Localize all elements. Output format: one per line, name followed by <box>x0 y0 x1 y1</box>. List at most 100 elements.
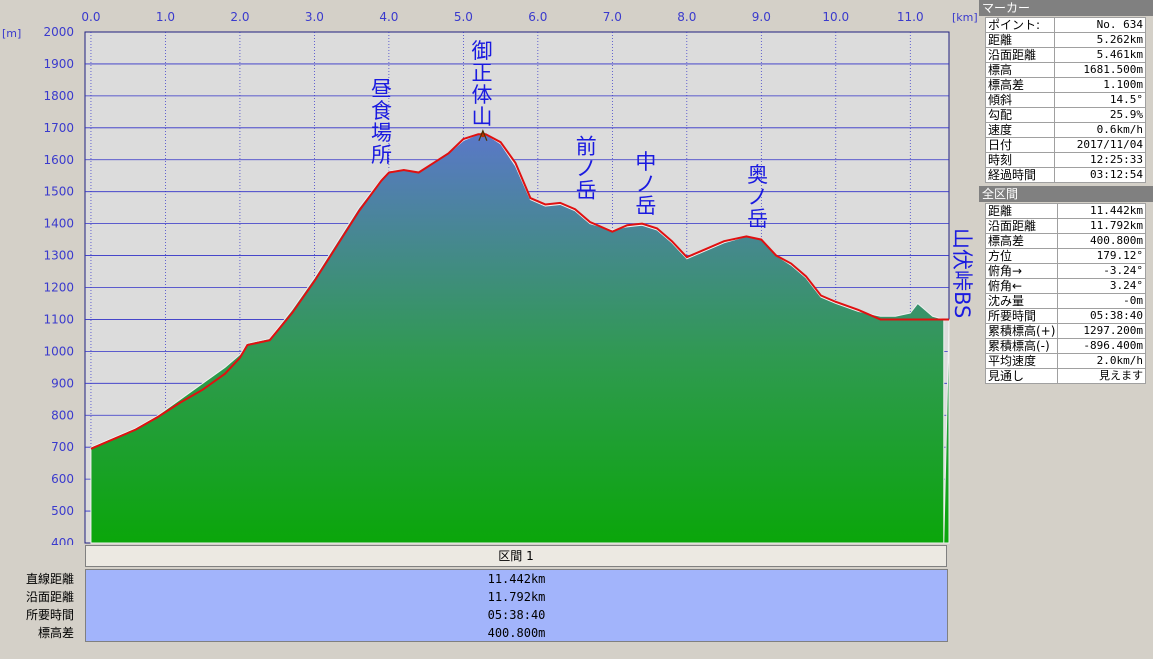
x-tick-label: 7.0 <box>603 10 622 24</box>
info-key: 沈み量 <box>984 293 1059 309</box>
x-tick-label: 6.0 <box>528 10 547 24</box>
info-key: 俯角← <box>984 278 1059 294</box>
y-tick-label: 1400 <box>43 217 74 231</box>
section-value: 11.792km <box>487 590 546 604</box>
section-value: 11.442km <box>487 572 546 586</box>
x-tick-label: 0.0 <box>81 10 100 24</box>
info-row: 沿面距離 11.792km <box>984 218 1146 234</box>
y-tick-label: 1500 <box>43 185 74 199</box>
info-value: -896.400m <box>1057 338 1146 354</box>
info-key: 方位 <box>984 248 1059 264</box>
info-row: 日付 2017/11/04 <box>985 137 1146 153</box>
track-line <box>90 133 949 450</box>
info-row: 沿面距離 5.461km <box>985 47 1146 63</box>
info-row: 時刻 12:25:33 <box>985 152 1146 168</box>
info-key: 距離 <box>985 32 1055 48</box>
info-row: 累積標高(+) 1297.200m <box>984 323 1146 339</box>
peak-label: 御正体山 <box>471 39 492 129</box>
info-value: 11.792km <box>1057 218 1146 234</box>
info-key: 傾斜 <box>985 92 1055 108</box>
section-label: 標高差 <box>37 626 74 640</box>
info-row: 俯角→ -3.24° <box>984 263 1146 279</box>
y-tick-label: 2000 <box>43 25 74 39</box>
info-row: 勾配 25.9% <box>985 107 1146 123</box>
x-tick-label: 9.0 <box>752 10 771 24</box>
info-value: 05:38:40 <box>1057 308 1146 324</box>
y-tick-label: 600 <box>51 472 74 486</box>
section-values: 11.442km 11.792km 05:38:40 400.800m <box>85 569 948 642</box>
peak-label: 中ノ岳 <box>635 150 656 218</box>
info-value: 11.442km <box>1057 203 1146 219</box>
x-unit-label: [km] <box>952 11 978 24</box>
marker-table: ポイント: No. 634 距離 5.262km 沿面距離 5.461km 標高 1681.5… <box>985 17 1146 183</box>
info-row: 累積標高(-) -896.400m <box>984 338 1146 354</box>
info-value: 179.12° <box>1057 248 1146 264</box>
y-tick-label: 700 <box>51 440 74 454</box>
elevation-area <box>90 133 950 544</box>
info-key: 距離 <box>984 203 1059 219</box>
info-value: 5.461km <box>1054 47 1146 63</box>
y-tick-label: 800 <box>51 408 74 422</box>
peak-label: 奥ノ岳 <box>747 163 768 231</box>
section-value: 05:38:40 <box>487 608 546 622</box>
info-row: ポイント: No. 634 <box>985 17 1146 33</box>
info-row: 標高 1681.500m <box>985 62 1146 78</box>
info-row: 平均速度 2.0km/h <box>984 353 1146 369</box>
x-tick-label: 11.0 <box>897 10 924 24</box>
info-value: 03:12:54 <box>1054 167 1146 183</box>
info-row: 距離 5.262km <box>985 32 1146 48</box>
info-key: 日付 <box>985 137 1055 153</box>
info-key: 累積標高(+) <box>984 323 1059 339</box>
info-row: 傾斜 14.5° <box>985 92 1146 108</box>
section-label: 沿面距離 <box>25 590 74 604</box>
info-value: 2017/11/04 <box>1054 137 1146 153</box>
info-row: 沈み量 -0m <box>984 293 1146 309</box>
y-tick-label: 500 <box>51 504 74 518</box>
info-value: 2.0km/h <box>1057 353 1146 369</box>
info-row: 方位 179.12° <box>984 248 1146 264</box>
info-value: No. 634 <box>1054 17 1146 33</box>
info-value: 14.5° <box>1054 92 1146 108</box>
info-row: 経過時間 03:12:54 <box>985 167 1146 183</box>
y-tick-label: 400 <box>51 536 74 545</box>
info-value: -0m <box>1057 293 1146 309</box>
y-unit-label: [m] <box>2 27 21 40</box>
info-panel: マーカー ポイント: No. 634 距離 5.262km 沿面距離 5.461km 標高 1… <box>979 0 1153 659</box>
end-point-label: 山伏峠BS <box>950 228 974 318</box>
info-row: 距離 11.442km <box>984 203 1146 219</box>
info-key: ポイント: <box>985 17 1055 33</box>
y-tick-label: 1800 <box>43 89 74 103</box>
x-tick-label: 3.0 <box>305 10 324 24</box>
y-tick-label: 1900 <box>43 57 74 71</box>
x-tick-label: 10.0 <box>822 10 849 24</box>
info-value: 25.9% <box>1054 107 1146 123</box>
info-key: 標高差 <box>984 233 1059 249</box>
info-key: 所要時間 <box>984 308 1059 324</box>
info-value: 1.100m <box>1054 77 1146 93</box>
x-tick-label: 4.0 <box>379 10 398 24</box>
info-key: 勾配 <box>985 107 1055 123</box>
section-value: 400.800m <box>487 626 546 640</box>
info-key: 俯角→ <box>984 263 1059 279</box>
info-row: 速度 0.6km/h <box>985 122 1146 138</box>
info-value: 12:25:33 <box>1054 152 1146 168</box>
info-row: 所要時間 05:38:40 <box>984 308 1146 324</box>
info-value: 見えます <box>1057 368 1146 384</box>
y-tick-label: 1200 <box>43 281 74 295</box>
y-tick-label: 1000 <box>43 344 74 358</box>
section-label: 直線距離 <box>25 572 74 586</box>
x-tick-label: 8.0 <box>677 10 696 24</box>
info-value: -3.24° <box>1057 263 1146 279</box>
info-value: 1297.200m <box>1057 323 1146 339</box>
y-tick-label: 1100 <box>43 312 74 326</box>
info-row: 俯角← 3.24° <box>984 278 1146 294</box>
info-row: 標高差 1.100m <box>985 77 1146 93</box>
section-header[interactable]: 区間 1 <box>85 545 947 567</box>
peak-label: 前ノ岳 <box>576 134 597 202</box>
info-row: 見通し 見えます <box>984 368 1146 384</box>
total-panel-title: 全区間 <box>979 186 1153 202</box>
section-label: 所要時間 <box>25 608 74 622</box>
peak-label: 昼食場所 <box>371 77 392 167</box>
y-tick-label: 1300 <box>43 249 74 263</box>
y-tick-label: 900 <box>51 376 74 390</box>
